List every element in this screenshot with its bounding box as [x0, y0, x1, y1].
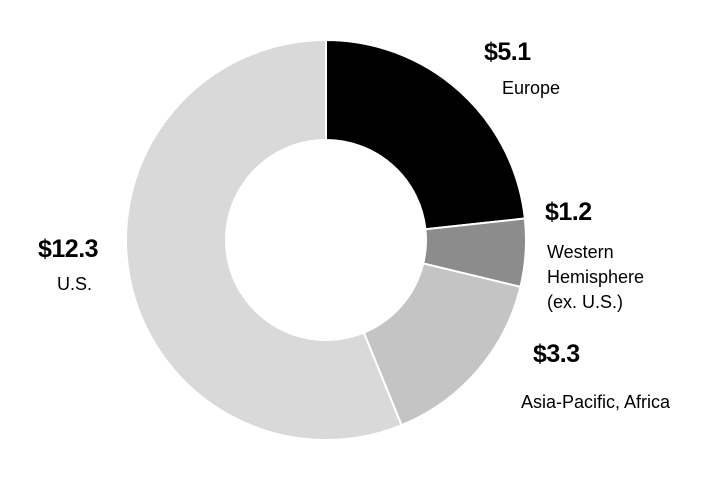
slice — [362, 262, 522, 427]
category-label: Europe — [502, 78, 561, 98]
slice — [325, 38, 526, 231]
value-label: $5.1 — [484, 38, 531, 66]
value-label: $3.3 — [533, 340, 580, 368]
value-label: $1.2 — [545, 198, 592, 226]
category-label: Western Hemisphere (ex. U.S.) — [547, 242, 645, 312]
category-label: Asia-Pacific, Africa — [521, 392, 671, 412]
value-label: $12.3 — [38, 235, 99, 263]
slice — [125, 38, 403, 441]
category-label: U.S. — [57, 274, 93, 294]
